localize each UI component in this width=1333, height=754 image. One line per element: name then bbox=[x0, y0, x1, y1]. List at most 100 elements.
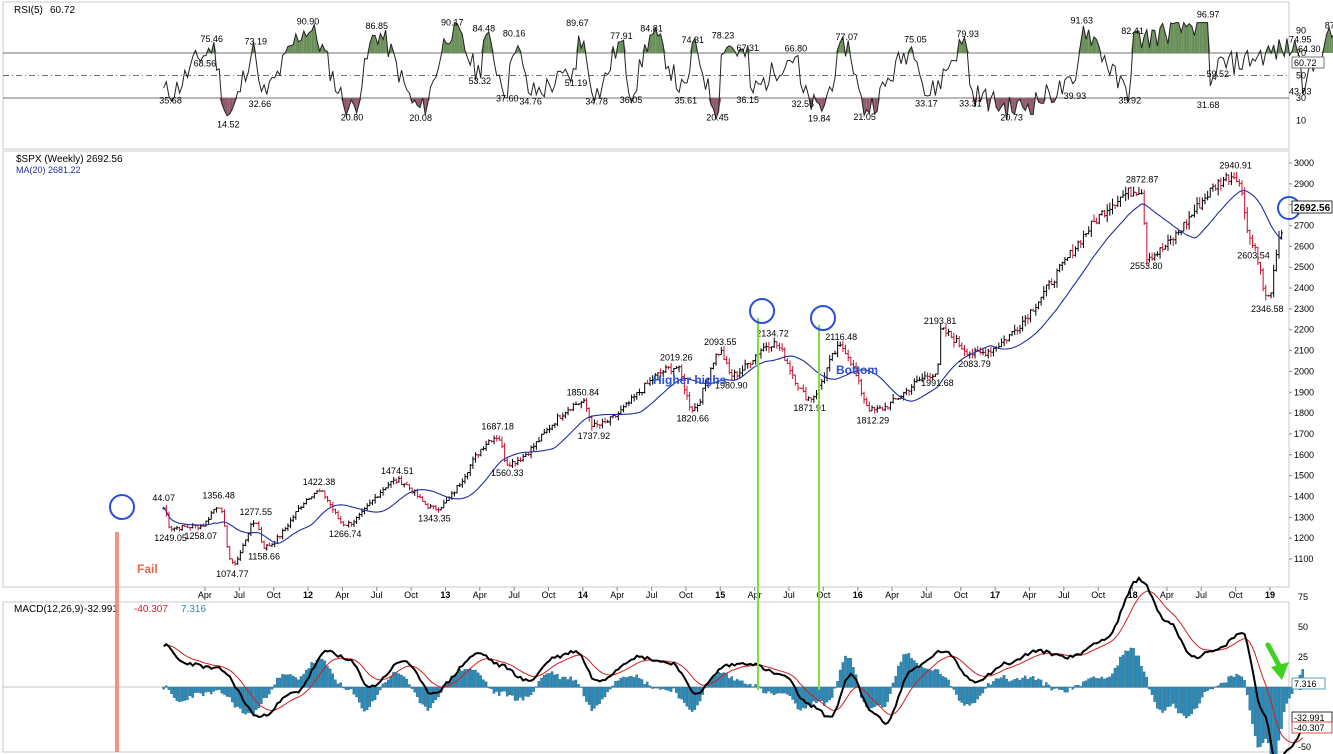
rsi-overbought-fill bbox=[311, 24, 315, 53]
macd-histogram-bar bbox=[1269, 686, 1273, 754]
macd-histogram-bar bbox=[894, 676, 897, 688]
x-axis-label: 12 bbox=[303, 590, 313, 600]
macd-histogram-bar bbox=[468, 668, 472, 688]
rsi-low-label: 35.61 bbox=[675, 96, 698, 106]
macd-histogram-bar bbox=[1198, 686, 1201, 704]
x-axis-label: Apr bbox=[1022, 590, 1036, 600]
macd-histogram-bar bbox=[463, 669, 467, 688]
rsi-oversold-fill bbox=[1030, 98, 1034, 115]
price-pivot-label: 1991.68 bbox=[921, 378, 954, 388]
macd-histogram-bar bbox=[1092, 676, 1096, 688]
macd-histogram-bar bbox=[944, 677, 948, 688]
x-axis-label: Jul bbox=[234, 590, 246, 600]
macd-histogram-bar bbox=[952, 686, 956, 690]
rsi-low-label: 37.60 bbox=[496, 93, 519, 103]
price-pivot-label: 1258.07 bbox=[185, 531, 218, 541]
rsi-high-label: 86.85 bbox=[365, 21, 388, 31]
macd-histogram-bar bbox=[323, 660, 327, 688]
price-pivot-label: 2116.48 bbox=[825, 332, 857, 342]
macd-histogram-bar bbox=[780, 686, 784, 694]
macd-histogram-bar bbox=[505, 686, 509, 697]
macd-histogram-bar bbox=[735, 679, 739, 688]
macd-histogram-bar bbox=[812, 686, 815, 702]
circle-higher-highs bbox=[749, 298, 775, 324]
rsi-low-label: 20.80 bbox=[341, 112, 364, 122]
rsi-oversold-fill bbox=[821, 98, 825, 112]
rsi-overbought-fill bbox=[383, 29, 386, 53]
macd-histogram-bar bbox=[614, 681, 617, 688]
macd-histogram-bar bbox=[1163, 686, 1167, 711]
macd-histogram-bar bbox=[1193, 686, 1196, 710]
rsi-high-label: 80.16 bbox=[503, 29, 526, 39]
rsi-overbought-fill bbox=[1199, 22, 1203, 53]
price-y-tick-label: 2400 bbox=[1294, 283, 1314, 293]
rsi-high-label: 74.31 bbox=[682, 35, 705, 45]
macd-histogram-bar bbox=[542, 674, 546, 688]
macd-histogram-bar bbox=[344, 686, 348, 690]
macd-histogram-bar bbox=[638, 678, 641, 688]
rsi-high-label: 77.91 bbox=[610, 31, 633, 41]
rsi-y-tick-label: 70 bbox=[1296, 48, 1306, 58]
macd-histogram-bar bbox=[926, 668, 929, 688]
price-y-tick-label: 1800 bbox=[1294, 408, 1314, 418]
macd-histogram-bar bbox=[1021, 677, 1024, 688]
macd-value-2: -40.307 bbox=[134, 604, 168, 615]
rsi-oversold-fill bbox=[1025, 98, 1028, 111]
rsi-low-label: 35.68 bbox=[159, 96, 182, 106]
macd-histogram-bar bbox=[1171, 686, 1175, 704]
rsi-overbought-fill bbox=[309, 30, 312, 53]
macd-histogram-bar bbox=[1182, 686, 1185, 716]
price-y-tick-label: 2300 bbox=[1294, 304, 1314, 314]
macd-histogram-bar bbox=[273, 684, 276, 688]
macd-flag-signal: -40.307 bbox=[1291, 721, 1333, 734]
macd-histogram-bar bbox=[495, 686, 498, 692]
x-axis-label: 19 bbox=[1265, 590, 1275, 600]
rsi-overbought-fill bbox=[1189, 23, 1192, 53]
rsi-high-label: 77.07 bbox=[835, 32, 858, 42]
macd-histogram-bar bbox=[331, 673, 334, 688]
macd-histogram-bar bbox=[508, 686, 512, 696]
rsi-high-label: 73.19 bbox=[245, 36, 268, 46]
macd-histogram-bar bbox=[1216, 685, 1220, 688]
macd-histogram-bar bbox=[1008, 681, 1011, 688]
macd-histogram-bar bbox=[479, 675, 482, 688]
macd-histogram-bar bbox=[413, 686, 416, 693]
macd-histogram-bar bbox=[500, 686, 504, 692]
ma20-line bbox=[163, 189, 1282, 544]
x-axis-label: 13 bbox=[440, 590, 450, 600]
rsi-oversold-fill bbox=[353, 98, 357, 113]
macd-histogram-bar bbox=[397, 673, 401, 688]
price-pivot-label: 1980.90 bbox=[715, 380, 748, 390]
macd-histogram-bar bbox=[788, 686, 792, 696]
rsi-low-label: 59.52 bbox=[1207, 69, 1230, 79]
rsi-overbought-fill bbox=[739, 49, 743, 53]
macd-histogram-bar bbox=[1129, 647, 1133, 688]
price-pivot-label: 1737.92 bbox=[578, 431, 611, 441]
macd-histogram-bar bbox=[1042, 685, 1045, 688]
macd-histogram-bar bbox=[521, 686, 525, 701]
macd-histogram-bar bbox=[196, 686, 200, 693]
macd-histogram-bar bbox=[336, 683, 340, 688]
macd-histogram-bar bbox=[590, 686, 593, 712]
price-y-tick-label: 1600 bbox=[1294, 450, 1314, 460]
rsi-oversold-fill bbox=[716, 98, 719, 119]
macd-histogram-bar bbox=[664, 686, 667, 691]
macd-histogram-bar bbox=[1280, 686, 1283, 729]
macd-histogram-bar bbox=[410, 686, 414, 689]
price-pivot-label: 1687.18 bbox=[481, 422, 514, 432]
macd-histogram-bar bbox=[537, 681, 541, 688]
macd-histogram-bar bbox=[1063, 686, 1067, 693]
rsi-low-label: 20.45 bbox=[706, 113, 729, 123]
macd-histogram-bar bbox=[1272, 686, 1275, 754]
macd-histogram-bar bbox=[1264, 686, 1267, 739]
macd-histogram-bar bbox=[1145, 677, 1148, 688]
rsi-overbought-fill bbox=[1276, 39, 1279, 53]
macd-histogram-bar bbox=[402, 676, 406, 688]
macd-histogram-bar bbox=[941, 676, 945, 688]
macd-histogram-bar bbox=[566, 679, 570, 688]
macd-histogram-bar bbox=[376, 686, 379, 695]
macd-histogram-bar bbox=[1010, 680, 1014, 688]
rsi-overbought-fill bbox=[459, 29, 463, 53]
macd-histogram-bar bbox=[772, 686, 776, 696]
rsi-flag-current: 60.72 bbox=[1291, 56, 1325, 69]
